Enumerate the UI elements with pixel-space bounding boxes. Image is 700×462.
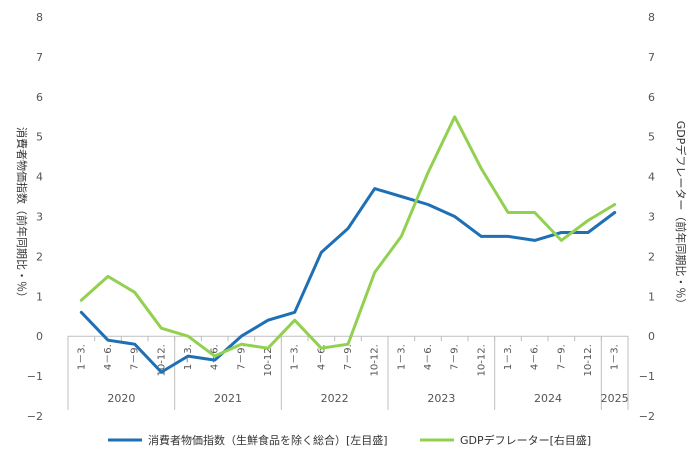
- x-tick-label: 1－3.: [610, 344, 621, 370]
- y-tick-left: −1: [27, 370, 43, 383]
- y-tick-left: 0: [36, 330, 43, 343]
- y-tick-right: 0: [648, 330, 655, 343]
- series-lines: [79, 115, 617, 374]
- y-tick-left: 3: [36, 211, 43, 224]
- cpi-series-line: [79, 187, 617, 374]
- x-tick-label: 1－3.: [76, 344, 87, 370]
- y-tick-right: 1: [648, 290, 655, 303]
- x-tick-label: 10-12.: [156, 344, 167, 376]
- y-tick-right: 6: [648, 91, 655, 104]
- y-tick-left: 6: [36, 91, 43, 104]
- y-tick-left: 8: [36, 11, 43, 24]
- y-tick-left: 4: [36, 171, 43, 184]
- y-tick-right: 7: [648, 51, 655, 64]
- x-tick-label: 4－6.: [316, 344, 327, 370]
- x-tick-label: 1－3.: [396, 344, 407, 370]
- legend: 消費者物価指数（生鮮食品を除く総合）[左目盛] GDPデフレーター[右目盛]: [108, 433, 591, 447]
- x-tick-label: 1－3.: [503, 344, 514, 370]
- y-tick-left: 1: [36, 290, 43, 303]
- y-tick-right: 3: [648, 211, 655, 224]
- year-label: 2024: [534, 392, 562, 405]
- year-label: 2021: [214, 392, 242, 405]
- x-tick-label: 1－3.: [290, 344, 301, 370]
- y-axis-title-left: 消費者物価指数（前年同期比・％）: [15, 127, 29, 303]
- x-tick-label: 7－9.: [130, 344, 141, 370]
- x-tick-label: 7－9.: [450, 344, 461, 370]
- x-tick-label: 4－6.: [423, 344, 434, 370]
- x-tick-label: 4－6.: [530, 344, 541, 370]
- x-tick-label: 10-12.: [263, 344, 274, 376]
- y-tick-right: 8: [648, 11, 655, 24]
- y-tick-right: 4: [648, 171, 655, 184]
- y-tick-left: 2: [36, 250, 43, 263]
- x-tick-label: 10-12.: [370, 344, 381, 376]
- y-tick-left: 5: [36, 131, 43, 144]
- x-tick-label: 4－6.: [103, 344, 114, 370]
- year-label: 2025: [601, 392, 629, 405]
- y-tick-right: 5: [648, 131, 655, 144]
- y-tick-left: 7: [36, 51, 43, 64]
- y-tick-right: −2: [639, 410, 655, 423]
- x-tick-label: 7－9.: [556, 344, 567, 370]
- year-label: 2020: [107, 392, 135, 405]
- y-tick-left: −2: [27, 410, 43, 423]
- x-tick-label: 7－9.: [236, 344, 247, 370]
- year-label: 2022: [321, 392, 349, 405]
- y-tick-right: −1: [639, 370, 655, 383]
- legend-label-cpi: 消費者物価指数（生鮮食品を除く総合）[左目盛]: [148, 433, 388, 447]
- legend-label-gdp-deflator: GDPデフレーター[右目盛]: [460, 433, 591, 447]
- x-axis-group: 1－3. 4－6. 7－9. 10-12. 1－3. 4－6. 7－9. 10-12. 1－3.…: [67, 336, 629, 410]
- y-axis-title-right: GDPデフレーター（前年同期比・％）: [674, 121, 688, 310]
- x-tick-label: 10-12.: [583, 344, 594, 376]
- year-label: 2023: [427, 392, 455, 405]
- x-tick-label: 7－9.: [343, 344, 354, 370]
- y-tick-right: 2: [648, 250, 655, 263]
- gdp-deflator-series-line: [79, 115, 617, 358]
- axes-group: −2 −2 −1 −1 0 0 1 1 2 2 3 3 4 4 5 5 6 6 7 7 8 8: [27, 11, 655, 423]
- x-tick-label: 10-12.: [476, 344, 487, 376]
